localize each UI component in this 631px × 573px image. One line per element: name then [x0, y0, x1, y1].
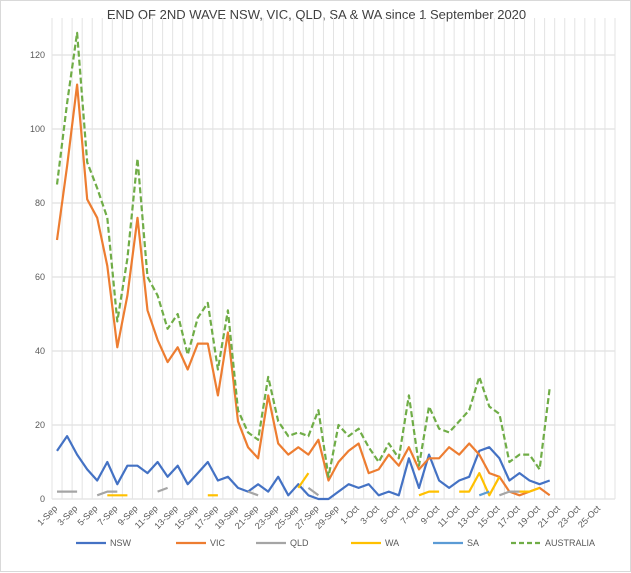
x-tick-label: 25-Oct	[576, 503, 603, 530]
y-tick-label: 100	[30, 124, 45, 134]
legend-label-sa: SA	[467, 538, 479, 548]
x-tick-label: 1-Oct	[338, 503, 361, 526]
y-tick-label: 0	[40, 494, 45, 504]
y-tick-label: 20	[35, 420, 45, 430]
y-tick-label: 120	[30, 50, 45, 60]
x-tick-label: 3-Oct	[358, 503, 381, 526]
series-line-qld	[247, 490, 259, 497]
series-line-qld	[96, 490, 118, 497]
series-line-australia	[55, 31, 551, 478]
series-line-vic	[55, 83, 551, 497]
series-line-wa	[459, 472, 501, 497]
x-tick-label: 3-Sep	[55, 503, 79, 527]
series-line-wa	[519, 486, 540, 493]
series-line-qld	[499, 490, 520, 497]
series-line-wa	[297, 472, 310, 489]
y-tick-label: 60	[35, 272, 45, 282]
legend-label-australia: AUSTRALIA	[545, 538, 595, 548]
x-tick-label: 5-Sep	[75, 503, 99, 527]
series-line-qld	[307, 487, 320, 497]
x-tick-label: 1-Sep	[35, 503, 59, 527]
x-tick-label: 7-Sep	[96, 503, 120, 527]
legend-label-qld: QLD	[290, 538, 309, 548]
y-tick-label: 40	[35, 346, 45, 356]
legend-label-vic: VIC	[210, 538, 226, 548]
legend-label-wa: WA	[385, 538, 399, 548]
chart-title: END OF 2ND WAVE NSW, VIC, QLD, SA & WA s…	[106, 7, 527, 22]
series-line-qld	[157, 486, 168, 493]
y-tick-label: 80	[35, 198, 45, 208]
series-line-wa	[418, 490, 440, 497]
series-line-sa	[478, 490, 490, 497]
legend-label-nsw: NSW	[110, 538, 132, 548]
x-tick-label: 7-Oct	[399, 503, 422, 526]
series-line-nsw	[56, 435, 551, 501]
x-tick-label: 5-Oct	[379, 503, 402, 526]
